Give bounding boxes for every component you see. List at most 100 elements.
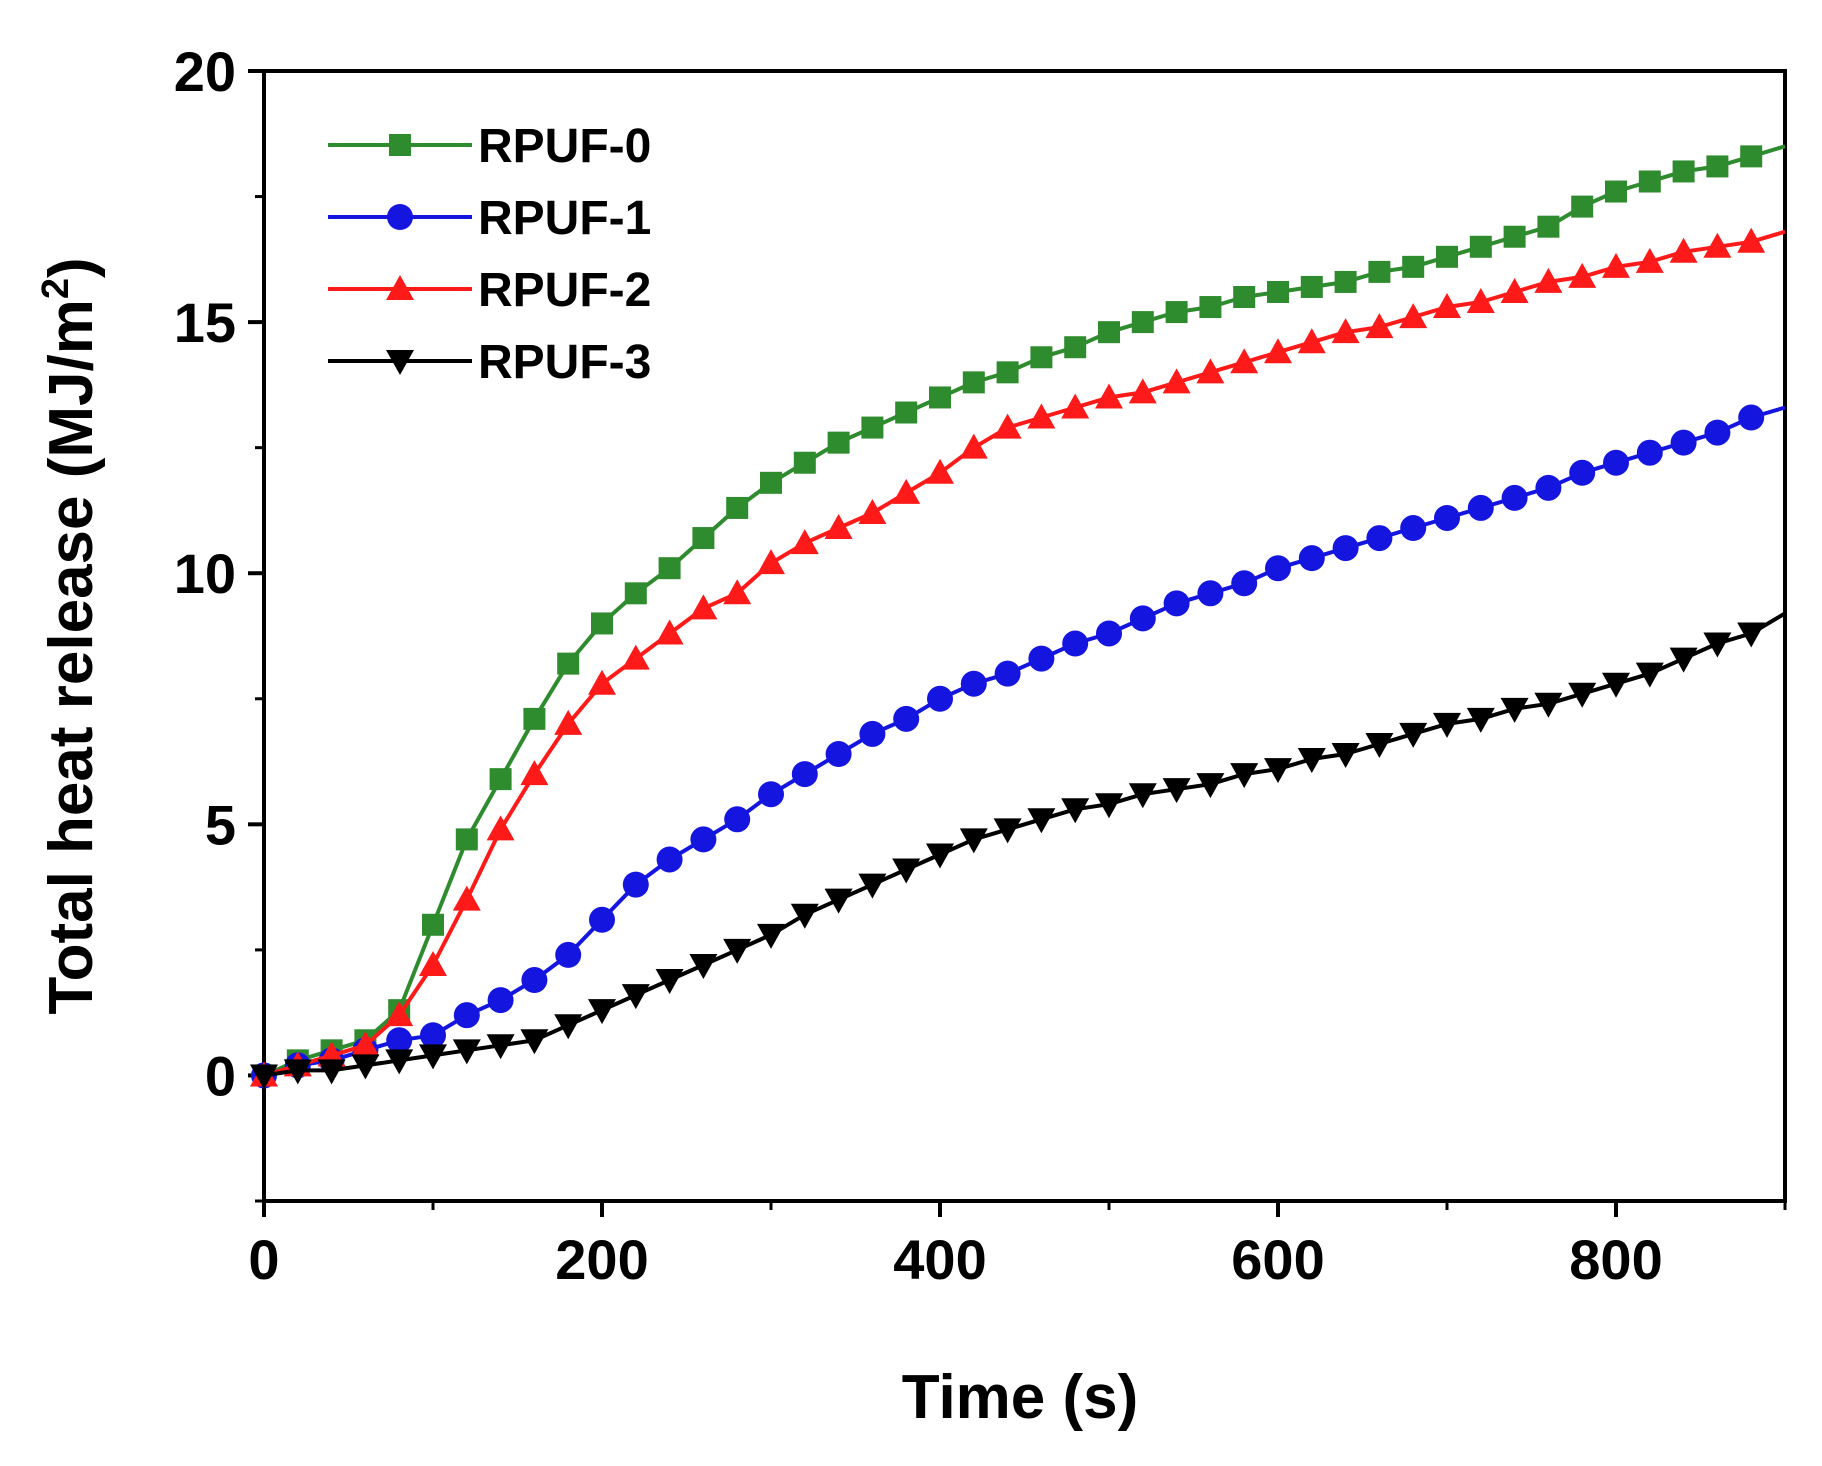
data-point-rpuf-1: [1434, 504, 1460, 531]
series-rpuf-1: [251, 404, 1786, 1089]
data-point-rpuf-3: [1534, 692, 1563, 718]
data-point-rpuf-2: [993, 413, 1022, 439]
x-tick-label: 400: [893, 1228, 986, 1291]
data-point-rpuf-1: [1231, 570, 1258, 597]
data-point-rpuf-3: [385, 1049, 414, 1075]
data-point-rpuf-2: [1331, 318, 1360, 344]
data-point-rpuf-1: [1265, 555, 1291, 582]
data-point-rpuf-2: [959, 433, 988, 459]
data-point-rpuf-0: [1571, 195, 1594, 218]
data-point-rpuf-1: [1062, 630, 1089, 657]
data-point-rpuf-3: [317, 1059, 346, 1085]
data-point-rpuf-1: [1569, 459, 1596, 486]
data-point-rpuf-0: [1233, 286, 1256, 308]
data-point-rpuf-0: [489, 768, 512, 791]
legend-label-rpuf-0: RPUF-0: [478, 120, 651, 173]
data-point-rpuf-0: [827, 431, 850, 454]
data-point-rpuf-1: [589, 906, 615, 933]
data-point-rpuf-0: [692, 527, 715, 550]
data-point-rpuf-0: [1469, 235, 1492, 258]
data-point-rpuf-0: [1165, 301, 1188, 324]
data-point-rpuf-0: [929, 386, 951, 409]
legend-marker-rpuf-2: [386, 275, 414, 300]
data-point-rpuf-1: [1636, 439, 1663, 466]
data-point-rpuf-3: [723, 938, 752, 964]
data-point-rpuf-3: [892, 858, 921, 884]
data-point-rpuf-2: [1635, 247, 1664, 273]
data-point-rpuf-2: [1399, 303, 1428, 329]
data-point-rpuf-2: [520, 760, 549, 786]
data-point-rpuf-3: [588, 999, 616, 1025]
data-point-rpuf-1: [927, 685, 953, 712]
data-point-rpuf-2: [926, 458, 954, 484]
data-point-rpuf-3: [283, 1059, 312, 1085]
data-point-rpuf-2: [1568, 262, 1597, 288]
data-point-rpuf-0: [1503, 225, 1526, 248]
data-point-rpuf-3: [1095, 793, 1123, 819]
data-point-rpuf-1: [1603, 449, 1629, 476]
data-point-rpuf-1: [622, 871, 649, 898]
data-point-rpuf-3: [250, 1064, 278, 1090]
data-point-rpuf-1: [994, 660, 1021, 687]
data-point-rpuf-1: [1096, 620, 1122, 647]
data-point-rpuf-1: [791, 761, 818, 788]
legend-item-rpuf-3: RPUF-3: [328, 336, 651, 389]
data-point-rpuf-2: [655, 619, 684, 645]
data-point-rpuf-0: [1098, 321, 1120, 344]
data-point-rpuf-1: [487, 987, 514, 1014]
data-point-rpuf-2: [1365, 313, 1394, 339]
x-tick-label: 800: [1569, 1228, 1662, 1291]
data-point-rpuf-3: [1027, 808, 1056, 834]
data-point-rpuf-3: [1128, 783, 1157, 809]
data-point-rpuf-2: [1027, 403, 1056, 429]
data-point-rpuf-0: [1436, 245, 1458, 268]
data-point-rpuf-0: [455, 828, 478, 851]
data-point-rpuf-0: [760, 471, 782, 494]
data-point-rpuf-0: [1368, 260, 1391, 283]
data-point-rpuf-1: [521, 967, 548, 994]
data-point-rpuf-0: [1199, 296, 1222, 319]
data-point-rpuf-0: [793, 451, 816, 474]
data-point-rpuf-0: [1131, 311, 1154, 334]
data-point-rpuf-3: [621, 984, 650, 1010]
data-point-rpuf-0: [624, 582, 647, 605]
legend-marker-rpuf-3: [386, 350, 414, 375]
data-point-rpuf-2: [1602, 252, 1630, 278]
data-point-rpuf-3: [1466, 707, 1495, 733]
data-point-rpuf-3: [1737, 622, 1766, 648]
legend-item-rpuf-0: RPUF-0: [328, 120, 651, 173]
series-line-rpuf-3: [263, 611, 1787, 1078]
data-point-rpuf-1: [825, 741, 852, 768]
data-point-rpuf-1: [960, 670, 987, 697]
data-point-rpuf-3: [757, 923, 785, 949]
data-point-rpuf-1: [1704, 419, 1731, 446]
data-point-rpuf-3: [1399, 722, 1428, 748]
data-point-rpuf-3: [554, 1014, 583, 1040]
data-point-rpuf-3: [1433, 712, 1461, 738]
data-point-rpuf-2: [1061, 393, 1090, 419]
data-point-rpuf-2: [723, 579, 752, 605]
series-layer: [250, 144, 1787, 1090]
legend-marker-rpuf-0: [389, 134, 411, 156]
plot-frame: [262, 69, 1787, 1203]
data-point-rpuf-0: [1537, 215, 1560, 238]
series-rpuf-2: [250, 227, 1786, 1087]
data-point-rpuf-2: [452, 885, 481, 911]
x-tick-label: 200: [555, 1228, 648, 1291]
data-point-rpuf-2: [486, 815, 515, 841]
data-point-rpuf-1: [690, 826, 717, 853]
legend-item-rpuf-1: RPUF-1: [328, 192, 651, 245]
data-point-rpuf-0: [523, 707, 546, 730]
data-point-rpuf-1: [453, 1002, 480, 1029]
data-point-rpuf-2: [385, 1001, 414, 1027]
data-point-rpuf-2: [554, 709, 583, 735]
data-point-rpuf-3: [1331, 743, 1360, 769]
data-point-rpuf-0: [726, 496, 749, 519]
data-point-rpuf-1: [1535, 474, 1562, 501]
data-point-rpuf-3: [1162, 778, 1191, 804]
data-point-rpuf-1: [758, 781, 784, 808]
y-axis-ticks: 0 5 10 15 20: [174, 40, 264, 1203]
series-line-rpuf-1: [263, 405, 1786, 1078]
y-axis-title-superscript: 2: [35, 278, 77, 299]
y-tick-label: 20: [174, 40, 236, 103]
